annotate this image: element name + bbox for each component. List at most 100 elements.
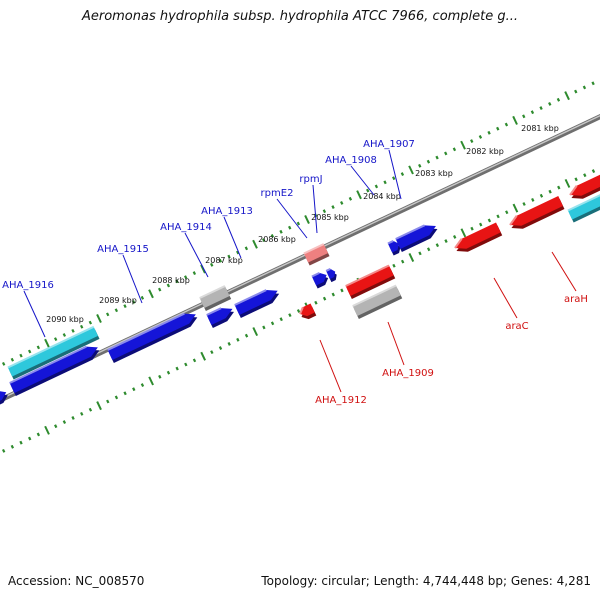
minor-tick <box>426 247 431 252</box>
minor-tick <box>531 197 535 202</box>
gene-rpmj <box>311 271 329 289</box>
minor-tick <box>19 353 23 358</box>
minor-tick <box>184 362 188 367</box>
gene-highlight <box>454 238 463 249</box>
minor-tick <box>244 333 249 338</box>
minor-tick <box>453 235 457 239</box>
minor-tick <box>366 188 370 193</box>
gene-label-reverse: AHA_1909 <box>382 368 434 379</box>
gene-body <box>455 222 501 249</box>
gene-body <box>107 313 196 360</box>
gene-highlight <box>567 194 600 212</box>
gene-highlight <box>9 345 87 384</box>
minor-tick <box>123 391 127 396</box>
major-tick <box>512 203 519 213</box>
minor-tick <box>479 222 483 227</box>
minor-tick <box>114 395 119 400</box>
minor-tick <box>548 189 552 194</box>
minor-tick <box>487 218 492 223</box>
accession-text: Accession: NC_008570 <box>8 574 145 588</box>
minor-tick <box>80 411 84 416</box>
topology-text: Topology: circular; Length: 4,744,448 bp… <box>261 574 591 588</box>
minor-tick <box>270 321 275 326</box>
gene-highlight <box>509 215 518 226</box>
gene-aha-1910 <box>345 264 396 299</box>
minor-tick <box>10 357 15 362</box>
gene-rna-1916 <box>7 325 100 380</box>
minor-tick <box>62 420 67 425</box>
gene-body <box>0 391 7 401</box>
minor-tick <box>582 85 587 90</box>
gene-label-forward: AHA_1914 <box>160 222 212 233</box>
label-leader <box>184 232 209 278</box>
gene-aha-1913 <box>206 307 234 328</box>
minor-tick <box>106 399 110 404</box>
major-tick <box>148 376 154 386</box>
scale-label: 2085 kbp <box>311 213 349 222</box>
minor-tick <box>36 345 41 350</box>
minor-tick <box>192 358 197 363</box>
genome-title: Aeromonas hydrophila subsp. hydrophila A… <box>81 9 519 24</box>
gene-body <box>570 174 600 196</box>
major-tick <box>44 425 50 435</box>
minor-tick <box>88 407 93 412</box>
backbone-line <box>0 113 600 404</box>
gene-label-layer: AHA_1916 AHA_1915 AHA_1914 AHA_1913 rpmE2 rpm… <box>2 139 588 406</box>
minor-tick <box>452 147 457 152</box>
scale-label: 2082 kbp <box>466 147 504 156</box>
minor-tick <box>340 201 344 205</box>
minor-tick <box>192 271 197 276</box>
minor-tick <box>392 176 396 181</box>
gene-body <box>234 290 278 315</box>
minor-tick <box>392 263 396 268</box>
major-tick <box>304 214 310 224</box>
minor-tick <box>556 97 561 102</box>
gene-label-reverse: araH <box>564 294 588 305</box>
minor-tick <box>487 130 491 135</box>
gene-body <box>352 285 401 316</box>
minor-tick <box>140 295 145 300</box>
minor-tick <box>210 262 214 267</box>
scale-label: 2083 kbp <box>415 169 453 178</box>
minor-tick <box>218 346 223 350</box>
major-tick <box>512 115 518 125</box>
gene-highlight <box>311 271 320 278</box>
gene-body <box>345 265 394 296</box>
minor-tick <box>418 251 422 256</box>
minor-tick <box>322 296 327 301</box>
minor-tick <box>505 210 509 215</box>
minor-tick <box>184 275 188 280</box>
label-leader <box>276 198 308 239</box>
major-tick <box>200 351 206 361</box>
gene-highlight <box>234 289 267 306</box>
gene-label-reverse: AHA_1912 <box>315 395 367 406</box>
major-tick <box>148 289 154 299</box>
minor-tick <box>340 288 344 293</box>
gene-aha-1913b <box>234 289 280 318</box>
scale-label: 2089 kbp <box>99 296 137 305</box>
gene-body <box>326 268 336 280</box>
minor-tick <box>236 250 240 255</box>
minor-tick <box>62 333 67 337</box>
minor-tick <box>227 341 231 346</box>
minor-tick <box>288 225 292 230</box>
minor-tick <box>383 180 387 185</box>
minor-tick <box>557 185 561 190</box>
gene-highlight <box>107 312 185 351</box>
minor-tick <box>71 416 75 420</box>
gene-highlight <box>325 267 331 272</box>
minor-tick <box>591 81 595 86</box>
minor-tick <box>80 324 84 329</box>
gene-highlight <box>206 307 222 316</box>
minor-tick <box>591 169 596 174</box>
gene-body <box>510 196 563 226</box>
minor-tick <box>296 221 301 226</box>
gene-rna-right <box>567 194 600 223</box>
gene-label-forward: rpmJ <box>299 174 322 185</box>
minor-tick <box>71 328 75 333</box>
major-tick <box>252 239 258 249</box>
gene-aha-1915 <box>107 312 198 363</box>
minor-tick <box>296 309 301 313</box>
